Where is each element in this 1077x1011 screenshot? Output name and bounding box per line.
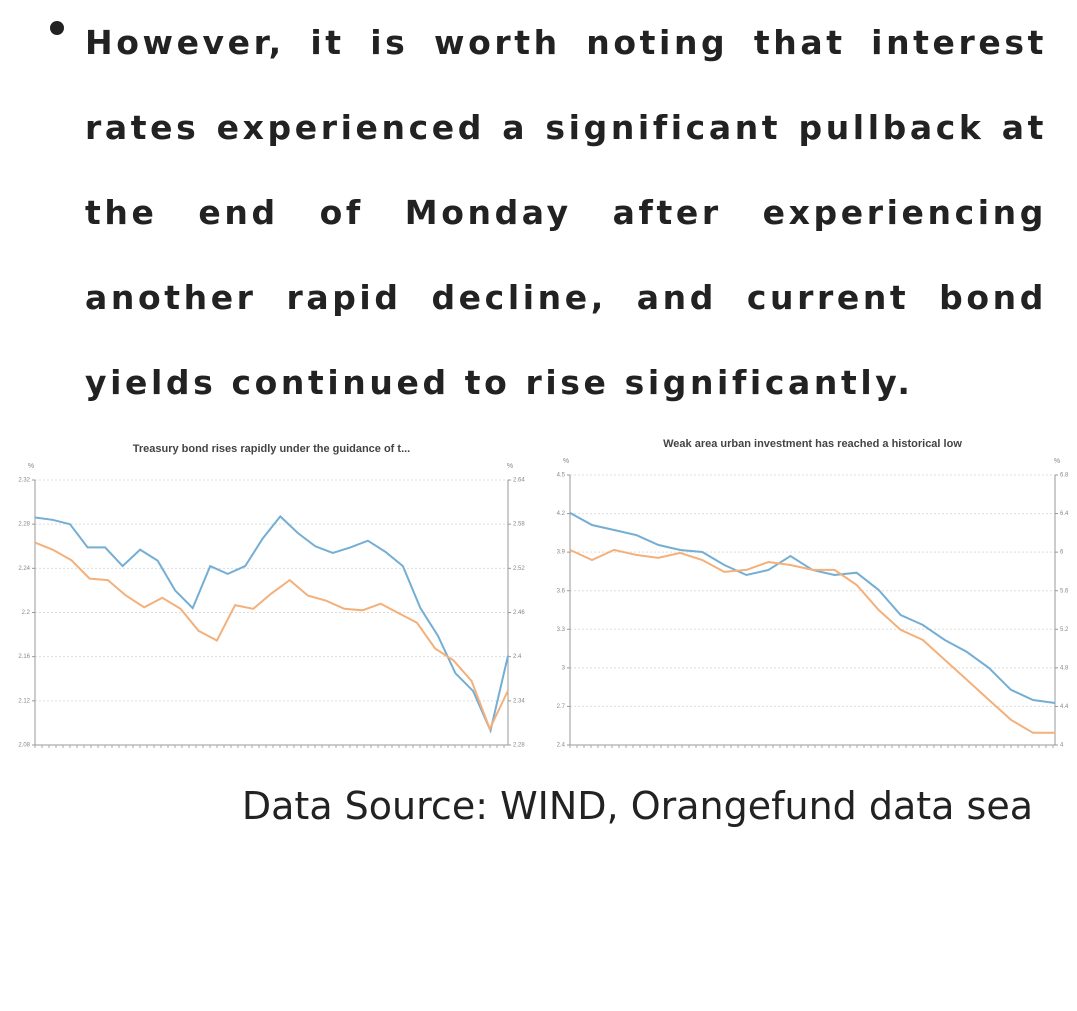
series-line [569,548,1055,734]
y2-tick-label: 5.6 [1060,588,1069,594]
y2-tick-label: 5.2 [1060,627,1069,633]
y2-tick-label: 2.34 [513,698,525,704]
chart-title: Weak area urban investment has reached a… [663,438,962,450]
y-tick-label: 3.9 [557,550,566,556]
y2-tick-label: 4.4 [1060,704,1069,710]
y-tick-label: 4.2 [557,511,566,517]
y-tick-label: 2.12 [18,698,30,704]
y-tick-label: 4.5 [557,473,566,479]
series-line [569,512,1056,704]
y-tick-label: 2.16 [18,654,30,660]
series-line [34,514,509,734]
y-tick-label: 2.08 [18,743,30,749]
caption: Data Source: WIND, Orangefund data sea [241,784,1033,828]
y-tick-label: 2.4 [557,743,566,749]
y-unit: % [563,458,569,465]
y-unit: % [28,463,34,470]
y-tick-label: 2.24 [18,566,30,572]
y-tick-label: 2.7 [557,704,566,710]
bullet-dot [50,21,64,35]
y-tick-label: 3 [562,665,566,671]
y2-tick-label: 2.4 [513,654,522,660]
y2-unit: % [507,463,513,470]
y-tick-label: 3.3 [557,627,566,633]
y-tick-label: 2.32 [18,478,30,484]
y2-tick-label: 2.64 [513,478,525,484]
bullet-text: However, it is worth noting that interes… [85,23,1047,402]
y-tick-label: 2.28 [18,522,30,528]
series-line [34,541,509,732]
y2-tick-label: 4.8 [1060,665,1069,671]
chart-title: Treasury bond rises rapidly under the gu… [133,443,411,455]
y2-tick-label: 2.52 [513,566,525,572]
y2-tick-label: 6.8 [1060,473,1069,479]
y-tick-label: 2.2 [22,610,31,616]
y2-tick-label: 4 [1060,743,1064,749]
y2-tick-label: 2.28 [513,743,525,749]
y2-tick-label: 2.46 [513,610,525,616]
y2-unit: % [1054,458,1060,465]
y2-tick-label: 2.58 [513,522,525,528]
y-tick-label: 3.6 [557,588,566,594]
y2-tick-label: 6.4 [1060,511,1069,517]
y2-tick-label: 6 [1060,550,1064,556]
